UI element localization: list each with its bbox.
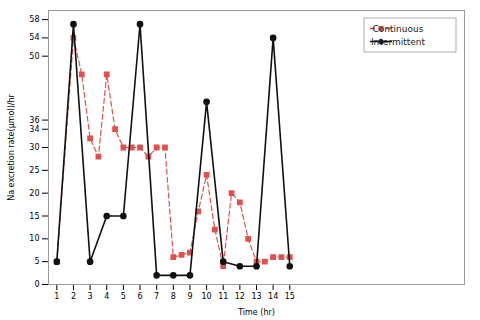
svg-text:15: 15 bbox=[29, 212, 39, 221]
svg-text:3: 3 bbox=[88, 292, 93, 301]
svg-text:36: 36 bbox=[29, 116, 39, 125]
svg-text:2: 2 bbox=[71, 292, 76, 301]
svg-text:13: 13 bbox=[251, 292, 261, 301]
svg-text:8: 8 bbox=[171, 292, 176, 301]
svg-text:30: 30 bbox=[29, 143, 39, 152]
svg-text:34: 34 bbox=[29, 125, 39, 134]
svg-text:25: 25 bbox=[29, 166, 39, 175]
svg-text:1: 1 bbox=[54, 292, 59, 301]
svg-text:0: 0 bbox=[34, 280, 39, 289]
svg-text:5: 5 bbox=[121, 292, 126, 301]
svg-text:Na excretion rate(µmol)/hr: Na excretion rate(µmol)/hr bbox=[7, 93, 16, 200]
svg-text:14: 14 bbox=[268, 292, 278, 301]
svg-text:7: 7 bbox=[154, 292, 159, 301]
svg-text:Time (hr): Time (hr) bbox=[237, 308, 275, 317]
svg-text:11: 11 bbox=[218, 292, 228, 301]
svg-text:10: 10 bbox=[29, 234, 39, 243]
svg-text:20: 20 bbox=[29, 189, 39, 198]
svg-text:6: 6 bbox=[137, 292, 142, 301]
svg-text:15: 15 bbox=[285, 292, 295, 301]
svg-text:54: 54 bbox=[29, 33, 39, 42]
svg-text:4: 4 bbox=[104, 292, 109, 301]
svg-text:58: 58 bbox=[29, 15, 39, 24]
svg-text:Continuous: Continuous bbox=[373, 24, 424, 34]
svg-text:5: 5 bbox=[34, 257, 39, 266]
svg-text:10: 10 bbox=[201, 292, 211, 301]
svg-text:50: 50 bbox=[29, 52, 39, 61]
svg-text:Intermittent: Intermittent bbox=[371, 37, 426, 47]
svg-text:9: 9 bbox=[187, 292, 192, 301]
svg-text:12: 12 bbox=[235, 292, 245, 301]
